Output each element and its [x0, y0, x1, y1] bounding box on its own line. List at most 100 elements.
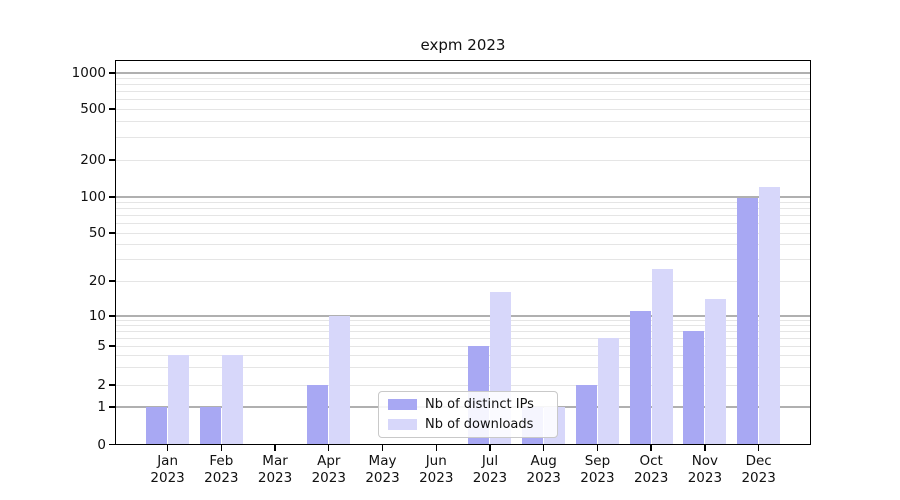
bar-distinct-ips	[146, 407, 168, 445]
gridline-minor	[116, 320, 810, 322]
y-tick-label: 1000	[71, 65, 106, 81]
x-tick-month: Mar	[262, 453, 288, 469]
x-tick-month: Apr	[317, 453, 341, 469]
y-tick-label: 0	[97, 436, 106, 453]
y-tick-label: 200	[80, 152, 106, 168]
legend-item: Nb of downloads	[379, 416, 557, 433]
x-tick-mark	[596, 445, 599, 451]
x-tick-year: 2023	[204, 470, 239, 486]
bar-downloads	[329, 316, 351, 445]
x-tick-mark	[435, 445, 437, 451]
x-tick-year: 2023	[580, 470, 615, 486]
x-tick-month: Feb	[209, 453, 234, 469]
y-tick-mark	[109, 406, 115, 408]
x-tick-label: Jul 2023	[458, 453, 522, 487]
gridline-minor	[116, 84, 810, 86]
x-tick-label: Mar 2023	[243, 453, 307, 487]
x-tick-label: Feb 2023	[189, 453, 253, 487]
gridline-minor	[116, 136, 810, 138]
x-tick-label: Dec 2023	[727, 453, 791, 487]
bar-downloads	[168, 355, 190, 445]
x-tick-month: May	[368, 453, 397, 469]
y-tick-label: 500	[80, 101, 106, 117]
y-tick-label: 5	[97, 338, 106, 354]
bar-downloads	[221, 355, 243, 445]
gridline-minor	[116, 223, 810, 225]
x-tick-mark	[381, 445, 384, 451]
gridline-minor	[116, 259, 810, 261]
gridline-minor	[116, 208, 810, 210]
x-tick-month: Aug	[530, 453, 557, 469]
gridline-minor	[116, 99, 810, 101]
x-tick-month: Jan	[157, 453, 178, 469]
x-tick-month: Dec	[745, 453, 772, 469]
x-tick-year: 2023	[526, 470, 561, 486]
x-tick-mark	[274, 445, 276, 451]
gridline-minor	[116, 384, 810, 386]
y-tick-mark	[109, 72, 115, 74]
gridline-major	[116, 72, 810, 74]
legend-swatch-distinct-ips	[388, 399, 417, 410]
y-tick-label: 20	[88, 273, 106, 289]
legend-label-downloads: Nb of downloads	[425, 417, 534, 432]
x-tick-year: 2023	[419, 470, 454, 486]
x-tick-label: Jan 2023	[136, 453, 200, 487]
legend-swatch-downloads	[388, 419, 417, 430]
x-tick-month: Sep	[584, 453, 611, 469]
bar-distinct-ips	[575, 385, 597, 445]
x-tick-year: 2023	[633, 470, 669, 486]
x-tick-label: Nov 2023	[673, 453, 737, 487]
x-tick-mark	[220, 445, 223, 451]
x-tick-mark	[650, 445, 652, 451]
x-tick-year: 2023	[257, 470, 293, 486]
x-tick-month: Oct	[639, 453, 663, 469]
gridline-minor	[116, 120, 810, 122]
x-tick-label: Oct 2023	[619, 453, 683, 487]
gridline-minor	[116, 337, 810, 339]
legend-label-distinct-ips: Nb of distinct IPs	[425, 397, 534, 412]
bar-distinct-ips	[629, 311, 651, 445]
x-tick-year: 2023	[741, 470, 776, 486]
gridline-minor	[116, 159, 810, 161]
y-tick-label: 1	[97, 399, 106, 415]
bar-distinct-ips	[683, 331, 705, 445]
x-tick-mark	[543, 445, 545, 451]
y-tick-mark	[109, 345, 115, 347]
gridline-minor	[116, 232, 810, 234]
bar-downloads	[759, 187, 781, 445]
x-tick-year: 2023	[365, 470, 400, 486]
x-tick-label: Sep 2023	[565, 453, 629, 487]
bar-downloads	[651, 269, 673, 445]
legend: Nb of distinct IPs Nb of downloads	[378, 391, 558, 438]
y-tick-mark	[109, 315, 115, 317]
gridline-minor	[116, 244, 810, 246]
bar-downloads	[705, 299, 727, 445]
y-tick-mark	[109, 232, 115, 234]
x-tick-mark	[757, 445, 760, 451]
y-tick-mark	[109, 280, 115, 282]
gridline-major	[116, 315, 810, 317]
x-tick-year: 2023	[687, 470, 723, 486]
y-tick-label: 100	[80, 189, 106, 205]
x-tick-month: Jul	[481, 453, 499, 469]
gridline-minor	[116, 367, 810, 369]
y-tick-mark	[109, 443, 115, 446]
x-tick-label: May 2023	[351, 453, 415, 487]
x-tick-month: Nov	[691, 453, 719, 469]
gridline-minor	[116, 201, 810, 203]
x-tick-mark	[489, 445, 491, 451]
x-tick-label: Aug 2023	[512, 453, 576, 487]
y-tick-mark	[109, 196, 115, 198]
gridline-minor	[116, 77, 810, 79]
gridline-minor	[116, 91, 810, 93]
x-tick-mark	[166, 445, 169, 451]
x-tick-mark	[704, 445, 706, 451]
gridline-minor	[116, 325, 810, 327]
bar-distinct-ips	[307, 385, 329, 445]
gridline-minor	[116, 280, 810, 282]
y-tick-label: 50	[88, 225, 106, 241]
x-tick-year: 2023	[472, 470, 508, 486]
bar-distinct-ips	[737, 198, 759, 445]
y-tick-mark	[109, 108, 115, 110]
